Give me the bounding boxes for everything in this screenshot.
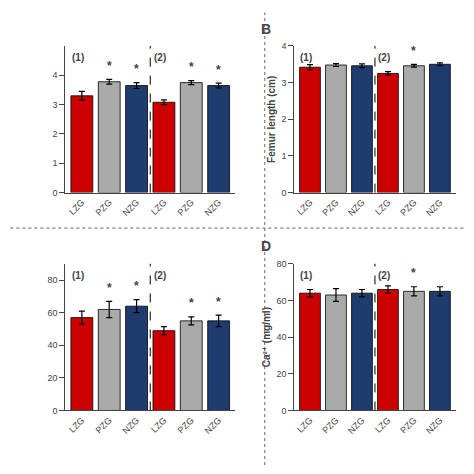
svg-text:1: 1 xyxy=(53,158,58,168)
svg-text:2: 2 xyxy=(282,114,287,124)
svg-text:0: 0 xyxy=(53,188,58,198)
svg-text:4: 4 xyxy=(53,70,58,80)
svg-text:*: * xyxy=(189,296,194,310)
svg-text:Femur length (cm): Femur length (cm) xyxy=(266,76,277,163)
svg-text:PZG: PZG xyxy=(94,415,114,435)
svg-text:*: * xyxy=(107,59,112,73)
svg-text:*: * xyxy=(134,279,139,293)
svg-text:*: * xyxy=(134,62,139,76)
svg-text:LZG: LZG xyxy=(149,197,168,216)
svg-text:(1): (1) xyxy=(300,270,312,281)
svg-text:*: * xyxy=(411,44,416,58)
svg-text:0: 0 xyxy=(282,188,287,198)
svg-text:PZG: PZG xyxy=(320,197,340,217)
svg-text:*: * xyxy=(216,295,221,309)
svg-text:LZG: LZG xyxy=(149,415,168,434)
svg-text:60: 60 xyxy=(277,296,287,306)
svg-text:80: 80 xyxy=(48,275,58,285)
svg-text:NZG: NZG xyxy=(346,415,367,436)
svg-text:D: D xyxy=(261,238,271,254)
svg-text:B: B xyxy=(261,21,271,37)
svg-text:*: * xyxy=(411,266,416,280)
svg-text:0: 0 xyxy=(282,406,287,416)
svg-text:*: * xyxy=(216,63,221,77)
svg-text:40: 40 xyxy=(277,332,287,342)
svg-text:NZG: NZG xyxy=(424,197,445,218)
svg-text:1: 1 xyxy=(282,151,287,161)
svg-text:*: * xyxy=(189,60,194,74)
svg-text:(2): (2) xyxy=(378,52,390,63)
svg-text:PZG: PZG xyxy=(176,197,196,217)
svg-text:(2): (2) xyxy=(154,270,166,281)
svg-text:PZG: PZG xyxy=(398,415,418,435)
svg-text:NZG: NZG xyxy=(121,197,142,218)
svg-text:2: 2 xyxy=(53,129,58,139)
svg-text:3: 3 xyxy=(53,100,58,110)
svg-text:LZG: LZG xyxy=(67,197,86,216)
svg-text:(2): (2) xyxy=(154,52,166,63)
svg-text:(2): (2) xyxy=(378,270,390,281)
svg-text:NZG: NZG xyxy=(203,415,224,436)
svg-text:LZG: LZG xyxy=(295,415,314,434)
svg-text:NZG: NZG xyxy=(121,415,142,436)
svg-text:NZG: NZG xyxy=(346,197,367,218)
svg-text:0: 0 xyxy=(53,406,58,416)
svg-text:80: 80 xyxy=(277,259,287,269)
svg-text:LZG: LZG xyxy=(373,197,392,216)
svg-text:LZG: LZG xyxy=(295,197,314,216)
svg-text:20: 20 xyxy=(277,369,287,379)
svg-text:40: 40 xyxy=(48,340,58,350)
svg-text:3: 3 xyxy=(282,78,287,88)
svg-text:NZG: NZG xyxy=(203,197,224,218)
svg-text:LZG: LZG xyxy=(373,415,392,434)
svg-text:PZG: PZG xyxy=(398,197,418,217)
svg-text:PZG: PZG xyxy=(176,415,196,435)
svg-text:PZG: PZG xyxy=(94,197,114,217)
svg-text:60: 60 xyxy=(48,308,58,318)
svg-text:*: * xyxy=(107,281,112,295)
svg-text:PZG: PZG xyxy=(320,415,340,435)
svg-text:20: 20 xyxy=(48,373,58,383)
svg-text:(1): (1) xyxy=(72,52,84,63)
svg-text:Ca²⁺ (mg/ml): Ca²⁺ (mg/ml) xyxy=(261,307,272,367)
svg-text:4: 4 xyxy=(282,41,287,51)
svg-text:NZG: NZG xyxy=(424,415,445,436)
svg-text:(1): (1) xyxy=(72,270,84,281)
svg-text:LZG: LZG xyxy=(67,415,86,434)
svg-text:(1): (1) xyxy=(300,52,312,63)
